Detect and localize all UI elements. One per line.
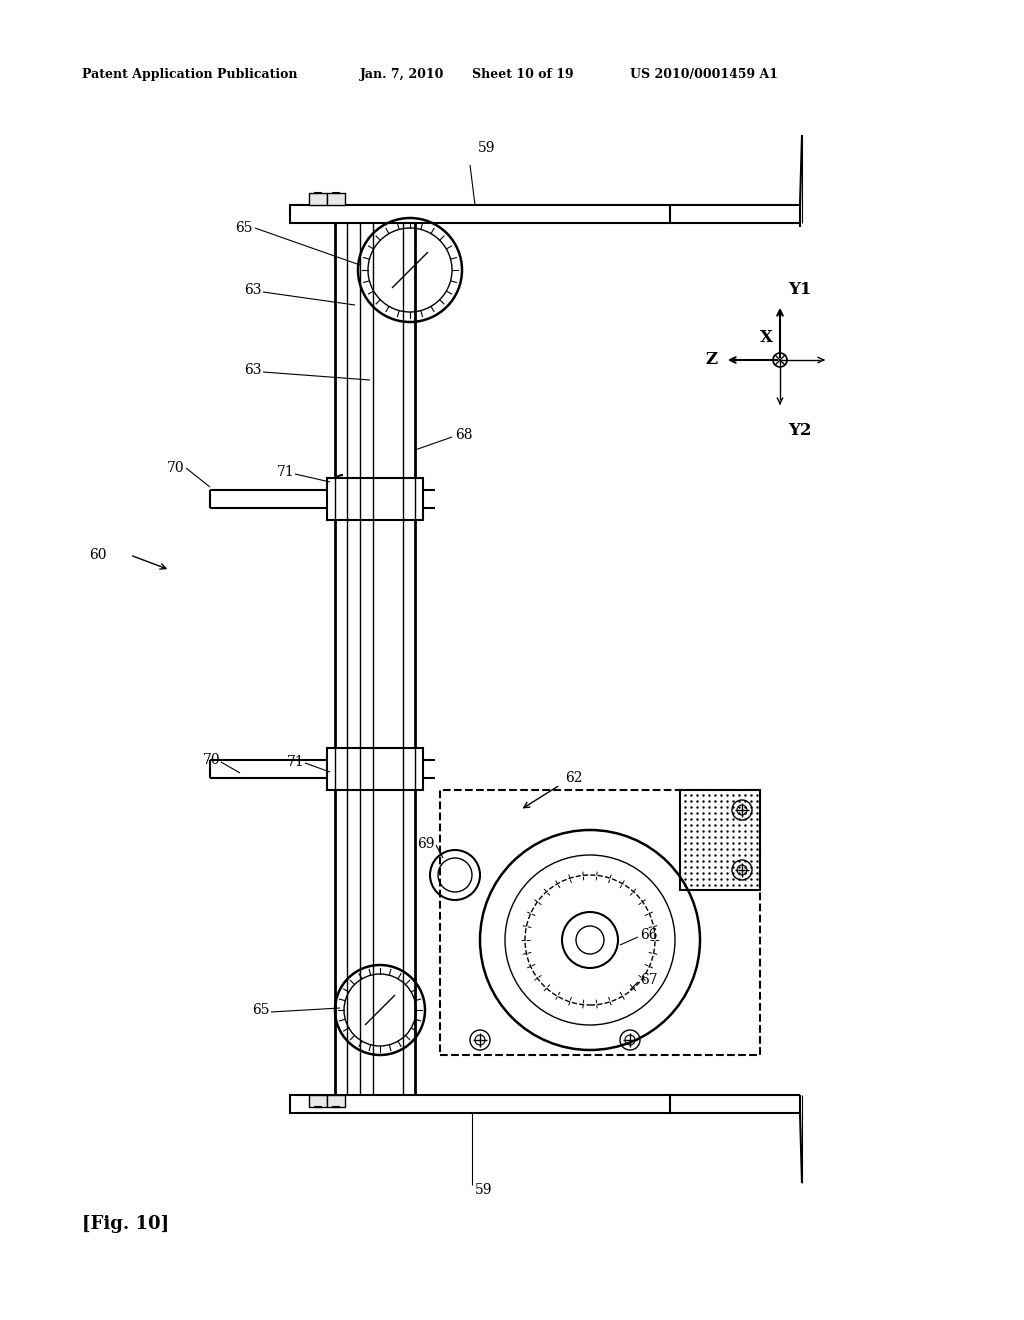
Text: 67: 67 xyxy=(640,973,657,987)
Text: 70: 70 xyxy=(167,461,185,475)
Text: Jan. 7, 2010: Jan. 7, 2010 xyxy=(360,69,444,81)
Text: 70: 70 xyxy=(203,752,220,767)
Bar xyxy=(680,789,760,890)
Text: 63: 63 xyxy=(245,363,262,378)
Text: Y2: Y2 xyxy=(788,422,811,440)
Text: 63: 63 xyxy=(245,282,262,297)
Bar xyxy=(327,748,423,789)
Text: 60: 60 xyxy=(89,548,106,562)
Text: Patent Application Publication: Patent Application Publication xyxy=(82,69,298,81)
Bar xyxy=(327,1096,345,1107)
Text: 69: 69 xyxy=(418,837,435,851)
Text: [Fig. 10]: [Fig. 10] xyxy=(82,1214,169,1233)
Text: 65: 65 xyxy=(236,220,253,235)
Text: Y1: Y1 xyxy=(788,281,811,298)
Bar xyxy=(440,789,760,1055)
Text: Z: Z xyxy=(706,351,718,368)
Bar xyxy=(327,193,345,205)
Bar xyxy=(309,193,327,205)
Bar xyxy=(290,1096,670,1113)
Bar xyxy=(327,478,423,520)
Text: 59: 59 xyxy=(478,141,496,154)
Text: 68: 68 xyxy=(455,428,472,442)
Text: Sheet 10 of 19: Sheet 10 of 19 xyxy=(472,69,573,81)
Text: 65: 65 xyxy=(253,1003,270,1016)
Text: 62: 62 xyxy=(565,771,583,785)
Bar xyxy=(290,205,670,223)
Text: 66: 66 xyxy=(640,928,657,942)
Text: US 2010/0001459 A1: US 2010/0001459 A1 xyxy=(630,69,778,81)
Text: 71: 71 xyxy=(278,465,295,479)
Text: X: X xyxy=(760,329,772,346)
Bar xyxy=(309,1096,327,1107)
Text: 59: 59 xyxy=(475,1183,493,1197)
Text: 71: 71 xyxy=(288,755,305,770)
